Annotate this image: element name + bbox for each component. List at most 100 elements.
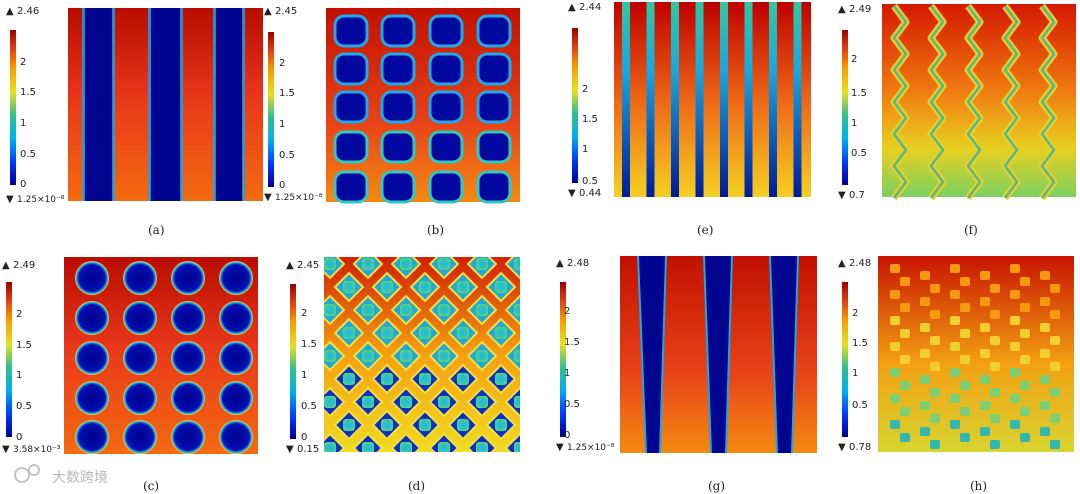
colorbar-f: ▲ 2.49 ▼ 0.7 2 1.5 1 0.5 bbox=[838, 4, 871, 201]
pattern-circle bbox=[123, 381, 157, 415]
pattern-small-square bbox=[890, 342, 900, 351]
pattern-small-square bbox=[920, 375, 930, 384]
pattern-square bbox=[380, 52, 416, 86]
pattern-diamond-core bbox=[362, 350, 374, 362]
pattern-small-square bbox=[960, 329, 970, 338]
pattern-diamond-core bbox=[343, 419, 355, 431]
pattern-square bbox=[333, 130, 369, 164]
colorbar-min-c: 3.58×10⁻³ bbox=[13, 445, 61, 455]
colorbar-max-f: 2.49 bbox=[849, 4, 871, 15]
pattern-stripe bbox=[646, 2, 655, 197]
pattern-small-square bbox=[950, 342, 960, 351]
pattern-diamond-core bbox=[533, 281, 545, 293]
pattern-small-square bbox=[900, 381, 910, 390]
pattern-circle bbox=[75, 261, 109, 295]
pattern-diamond-core bbox=[362, 258, 374, 270]
pattern-diamond-core bbox=[324, 304, 336, 316]
colorbar-tick-h-0: 2 bbox=[852, 308, 858, 319]
max-marker-icon: ▲ bbox=[6, 6, 14, 17]
pattern-diamond-core bbox=[343, 327, 355, 339]
pattern-zigzag-core bbox=[966, 5, 982, 199]
pattern-diamond bbox=[525, 319, 553, 347]
pattern-small-square bbox=[1010, 316, 1020, 325]
pattern-square bbox=[428, 90, 464, 124]
pattern-diamond-core bbox=[514, 442, 520, 452]
pattern-circle bbox=[219, 301, 253, 335]
panel-a: ▲ 2.46 ▼ 1.25×10⁻⁸ 2 1.5 1 0.5 0 (a) bbox=[6, 6, 263, 237]
pattern-circle bbox=[219, 420, 253, 454]
watermark-text: 大数跨境 bbox=[52, 470, 108, 486]
pattern-diamond-core bbox=[419, 281, 431, 293]
pattern-circle bbox=[219, 261, 253, 295]
colorbar-tick-d-2: 1 bbox=[301, 370, 307, 381]
pattern-small-square bbox=[1020, 355, 1030, 364]
pattern-diamond-core bbox=[476, 442, 488, 452]
pattern-square bbox=[428, 130, 464, 164]
pattern-small-square bbox=[890, 368, 900, 377]
colorbar-max-e: 2.44 bbox=[579, 2, 601, 13]
pattern-small-square bbox=[980, 297, 990, 306]
pattern-diamond-core bbox=[514, 258, 520, 270]
pattern-diamond-core bbox=[381, 373, 393, 385]
colorbar-tick-b-2: 1 bbox=[279, 119, 285, 130]
pattern-small-square bbox=[980, 271, 990, 280]
pattern-small-square bbox=[950, 264, 960, 273]
pattern-square bbox=[428, 170, 464, 204]
min-marker-icon: ▼ bbox=[838, 190, 846, 201]
max-marker-icon: ▲ bbox=[838, 4, 846, 15]
pattern-small-square bbox=[930, 362, 940, 371]
heatmap-h bbox=[878, 256, 1074, 452]
pattern-small-square bbox=[990, 336, 1000, 345]
pattern-diamond-core bbox=[438, 304, 450, 316]
min-marker-icon: ▼ bbox=[556, 442, 564, 453]
pattern-small-square bbox=[900, 277, 910, 286]
pattern-diamond-core bbox=[476, 304, 488, 316]
panel-e: ▲ 2.44 ▼ 0.44 2 1.5 1 0.5 (e) bbox=[568, 2, 811, 237]
pattern-small-square bbox=[990, 414, 1000, 423]
pattern-small-square bbox=[1050, 284, 1060, 293]
pattern-diamond-core bbox=[533, 373, 545, 385]
pattern-small-square bbox=[930, 284, 940, 293]
colorbar-e: ▲ 2.44 ▼ 0.44 2 1.5 1 0.5 bbox=[568, 2, 601, 199]
pattern-small-square bbox=[960, 277, 970, 286]
caption-a: (a) bbox=[148, 223, 165, 237]
pattern-circle bbox=[123, 261, 157, 295]
pattern-diamond-core bbox=[438, 442, 450, 452]
pattern-square bbox=[333, 170, 369, 204]
pattern-small-square bbox=[980, 323, 990, 332]
caption-g: (g) bbox=[708, 479, 725, 493]
pattern-small-square bbox=[1010, 394, 1020, 403]
max-marker-icon: ▲ bbox=[286, 260, 294, 271]
max-marker-icon: ▲ bbox=[2, 260, 10, 271]
pattern-small-square bbox=[890, 316, 900, 325]
pattern-circle bbox=[219, 341, 253, 375]
colorbar-tick-c-0: 2 bbox=[16, 309, 22, 320]
pattern-small-square bbox=[900, 433, 910, 442]
pattern-diamond-core bbox=[476, 258, 488, 270]
pattern-square bbox=[380, 130, 416, 164]
pattern-small-square bbox=[1050, 440, 1060, 449]
pattern-small-square bbox=[930, 388, 940, 397]
pattern-small-square bbox=[1010, 290, 1020, 299]
panel-c: ▲ 2.49 ▼ 3.58×10⁻³ 2 1.5 1 0.5 0 (c) bbox=[2, 257, 258, 493]
pattern-stripe bbox=[695, 2, 704, 197]
pattern-small-square bbox=[960, 381, 970, 390]
pattern-small-square bbox=[1020, 433, 1030, 442]
pattern-small-square bbox=[950, 316, 960, 325]
heatmap-f bbox=[882, 3, 1076, 201]
colorbar-max-a: 2.46 bbox=[17, 6, 39, 17]
colorbar-tick-d-3: 0.5 bbox=[301, 401, 317, 412]
colorbar-tick-b-1: 1.5 bbox=[279, 88, 295, 99]
pattern-small-square bbox=[950, 394, 960, 403]
colorbar-max-g: 2.48 bbox=[567, 258, 589, 269]
caption-h: (h) bbox=[970, 479, 987, 493]
pattern-square bbox=[428, 52, 464, 86]
colorbar-max-c: 2.49 bbox=[13, 260, 35, 271]
pattern-stripe bbox=[793, 2, 802, 197]
panel-g: ▲ 2.48 ▼ 1.25×10⁻⁸ 2 1.5 1 0.5 0 (g) bbox=[556, 255, 817, 493]
colorbar-tick-d-1: 1.5 bbox=[301, 339, 317, 350]
pattern-zigzag-core bbox=[1040, 5, 1056, 199]
pattern-small-square bbox=[890, 264, 900, 273]
colorbar-tick-f-3: 0.5 bbox=[851, 148, 867, 159]
colorbar-g: ▲ 2.48 ▼ 1.25×10⁻⁸ 2 1.5 1 0.5 0 bbox=[556, 258, 615, 453]
